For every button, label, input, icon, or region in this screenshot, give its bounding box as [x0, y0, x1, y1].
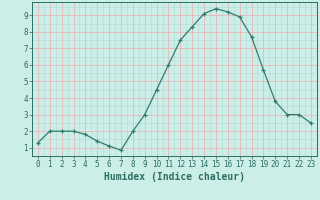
X-axis label: Humidex (Indice chaleur): Humidex (Indice chaleur)	[104, 172, 245, 182]
